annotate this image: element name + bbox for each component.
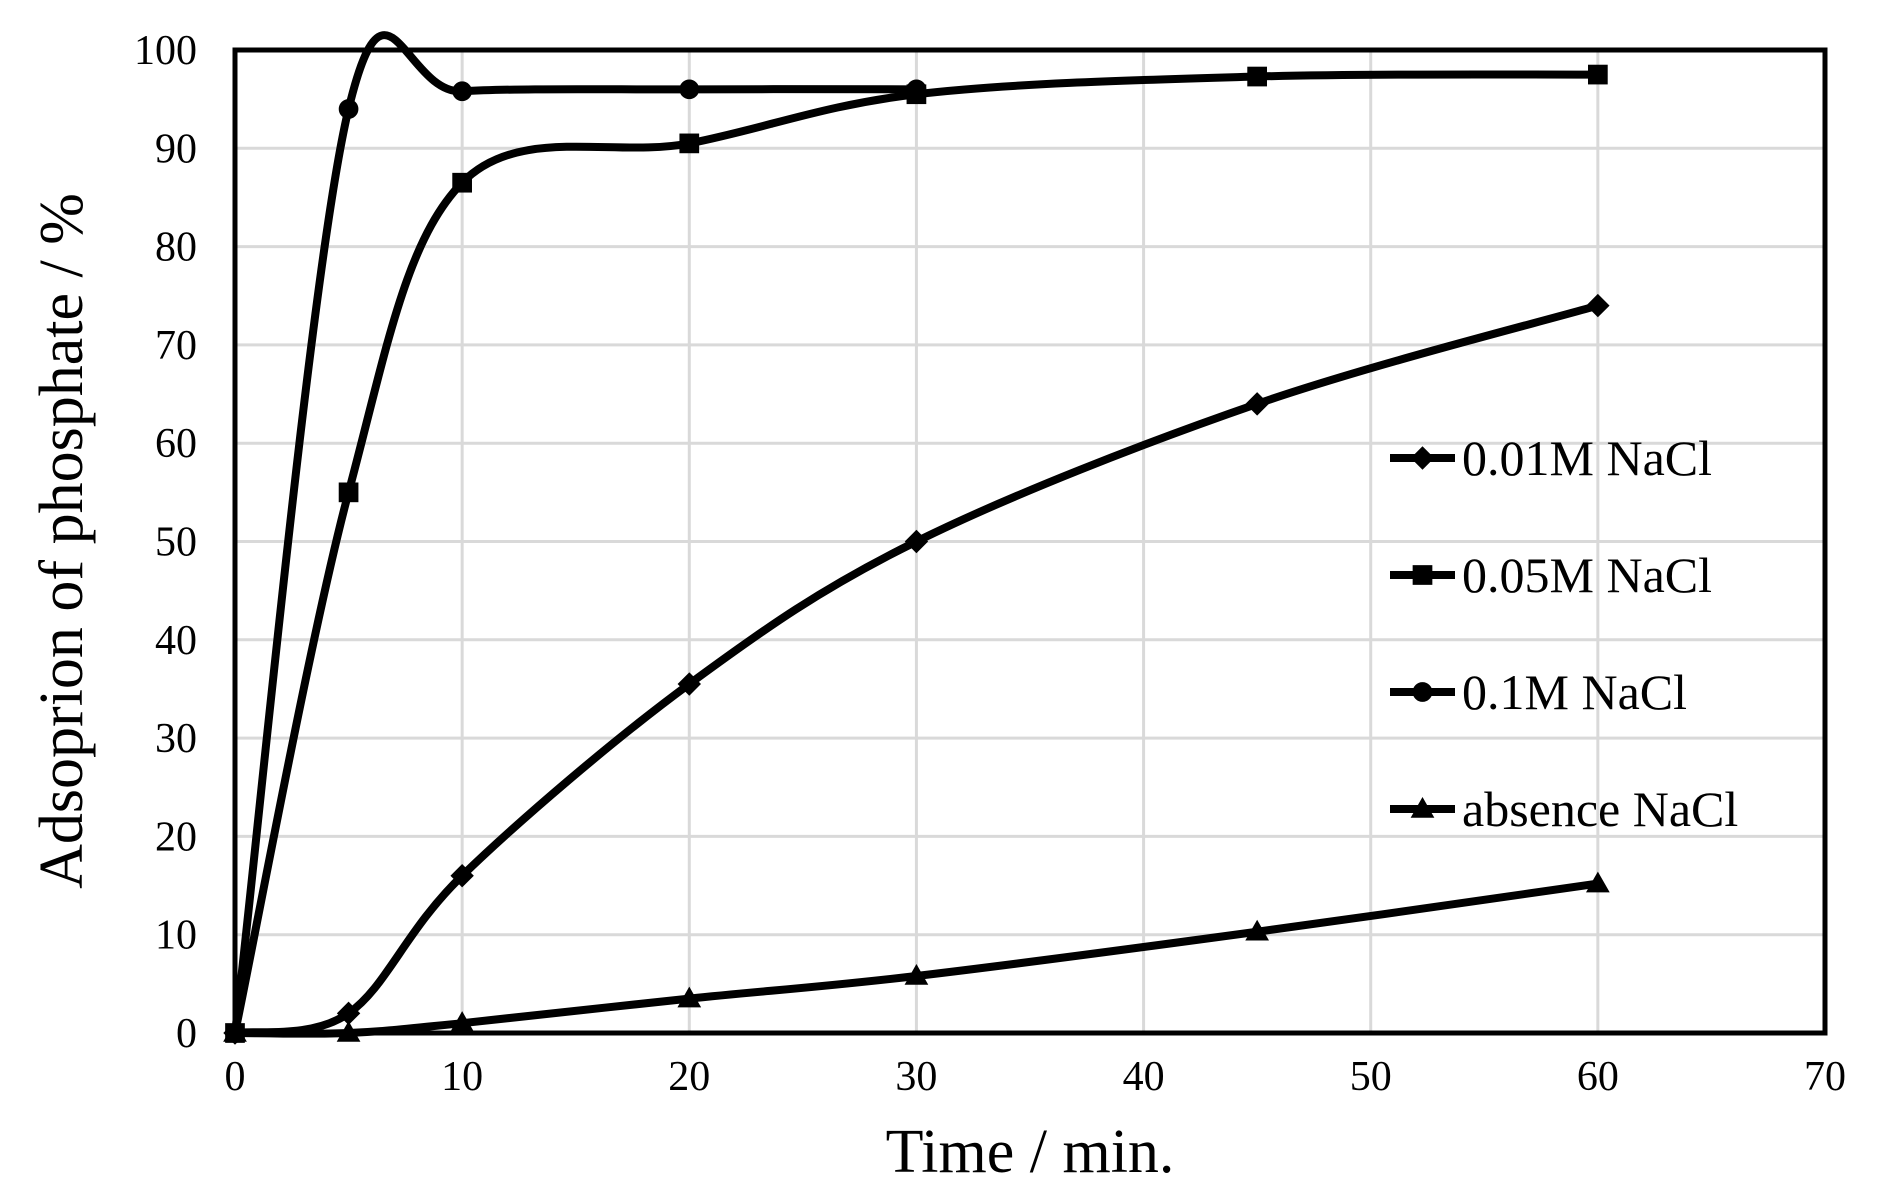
data-point: [452, 172, 472, 193]
data-point: [904, 529, 929, 554]
series-line: [231, 301, 1602, 1037]
legend-item: 0.01M NaCl: [1390, 430, 1712, 486]
legend-label: 0.05M NaCl: [1462, 547, 1712, 603]
y-tick-label: 10: [155, 913, 197, 959]
data-point: [904, 963, 929, 985]
data-point: [677, 986, 702, 1008]
data-point: [679, 133, 700, 154]
x-tick-label: 10: [441, 1054, 483, 1100]
legend-label: 0.01M NaCl: [1462, 430, 1712, 486]
data-point: [450, 864, 474, 888]
y-axis-title: Adsoprion of phosphate / %: [28, 193, 96, 889]
legend-marker: [1410, 446, 1435, 470]
plot-area-frame: [232, 47, 1828, 1036]
legend-item: absence NaCl: [1390, 781, 1738, 837]
legend-marker: [1412, 682, 1433, 702]
legend-marker: [1410, 796, 1435, 818]
data-point: [1588, 64, 1608, 85]
y-tick-label: 100: [134, 28, 197, 74]
data-point: [679, 79, 700, 100]
data-point: [1586, 293, 1610, 318]
data-point: [452, 81, 472, 102]
x-tick-label: 30: [895, 1054, 937, 1100]
y-tick-label: 30: [155, 716, 197, 762]
y-tick-label: 60: [155, 421, 197, 467]
data-point: [338, 482, 359, 503]
y-tick-label: 0: [176, 1011, 197, 1057]
legend-item: 0.1M NaCl: [1390, 664, 1687, 720]
x-tick-label: 40: [1123, 1054, 1165, 1100]
y-tick-label: 40: [155, 618, 197, 664]
y-tick-label: 90: [155, 126, 197, 172]
x-tick-label: 60: [1577, 1054, 1619, 1100]
legend: 0.01M NaCl 0.05M NaCl 0.1M NaCl absence NaC…: [1390, 430, 1738, 837]
data-point: [906, 79, 927, 100]
data-point: [1585, 871, 1610, 893]
data-point: [677, 672, 701, 696]
y-tick-label: 80: [155, 225, 197, 271]
legend-label: 0.1M NaCl: [1462, 664, 1687, 720]
series-0-1m-nacl: [225, 31, 927, 1043]
x-tick-label: 70: [1804, 1054, 1846, 1100]
x-tick-label: 50: [1350, 1054, 1392, 1100]
tick-label-layer: 0 10 20 30 40 50 60 70 0 10 20 30 40 50 60 70 80 90 100: [134, 28, 1846, 1100]
x-axis-title: Time / min.: [886, 1118, 1175, 1186]
data-point: [1245, 392, 1269, 416]
legend-item: 0.05M NaCl: [1390, 547, 1712, 603]
x-tick-label: 20: [668, 1054, 710, 1100]
legend-label: absence NaCl: [1462, 781, 1738, 837]
y-tick-label: 20: [155, 814, 197, 860]
data-point: [1247, 66, 1267, 87]
y-tick-label: 70: [155, 323, 197, 369]
data-point: [1245, 919, 1270, 941]
data-point: [338, 99, 359, 119]
legend-marker: [1412, 565, 1433, 585]
x-tick-label: 0: [225, 1054, 246, 1100]
y-tick-label: 50: [155, 520, 197, 566]
